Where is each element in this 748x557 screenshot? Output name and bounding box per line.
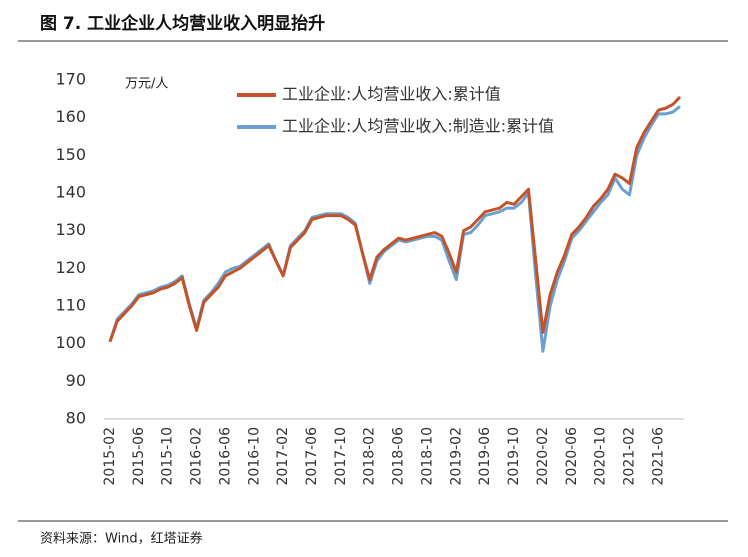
x-tick-label: 2021-02 [621, 427, 637, 486]
x-tick-label: 2019-10 [506, 427, 522, 486]
y-axis-label: 万元/人 [125, 77, 168, 92]
x-tick-label: 2020-06 [564, 427, 580, 486]
x-tick-label: 2018-02 [362, 427, 378, 486]
y-tick-label: 90 [66, 371, 86, 390]
x-tick-label: 2015-06 [131, 427, 147, 486]
y-tick-label: 130 [55, 220, 86, 239]
y-tick-label: 140 [55, 183, 86, 202]
x-tick-label: 2018-10 [419, 427, 435, 486]
y-tick-label: 150 [55, 145, 86, 164]
legend-label: 工业企业:人均营业收入:制造业:累计值 [282, 117, 554, 136]
x-tick-label: 2016-06 [217, 427, 233, 486]
x-tick-label: 2020-02 [535, 427, 551, 486]
y-tick-label: 120 [55, 258, 86, 277]
y-tick-label: 160 [55, 107, 86, 126]
x-tick-label: 2017-10 [333, 427, 349, 486]
chart-title: 图 7. 工业企业人均营业收入明显抬升 [40, 13, 325, 34]
x-tick-label: 2015-02 [102, 427, 118, 486]
x-tick-label: 2019-02 [448, 427, 464, 486]
x-tick-label: 2016-02 [189, 427, 205, 486]
x-tick-label: 2020-10 [593, 427, 609, 486]
x-tick-label: 2015-10 [160, 427, 176, 486]
series-line [108, 105, 681, 353]
x-tick-label: 2018-06 [391, 427, 407, 486]
x-tick-label: 2017-06 [304, 427, 320, 486]
y-tick-label: 170 [55, 70, 86, 89]
y-tick-label: 80 [66, 409, 86, 428]
y-tick-label: 100 [55, 333, 86, 352]
legend-label: 工业企业:人均营业收入:累计值 [282, 85, 501, 104]
source-note: 资料来源：Wind，红塔证券 [40, 531, 203, 547]
x-tick-label: 2017-02 [275, 427, 291, 486]
x-tick-label: 2019-06 [477, 427, 493, 486]
x-tick-label: 2016-10 [246, 427, 262, 486]
series-line [108, 95, 682, 343]
x-tick-label: 2021-06 [650, 427, 666, 486]
y-tick-label: 110 [55, 296, 86, 315]
